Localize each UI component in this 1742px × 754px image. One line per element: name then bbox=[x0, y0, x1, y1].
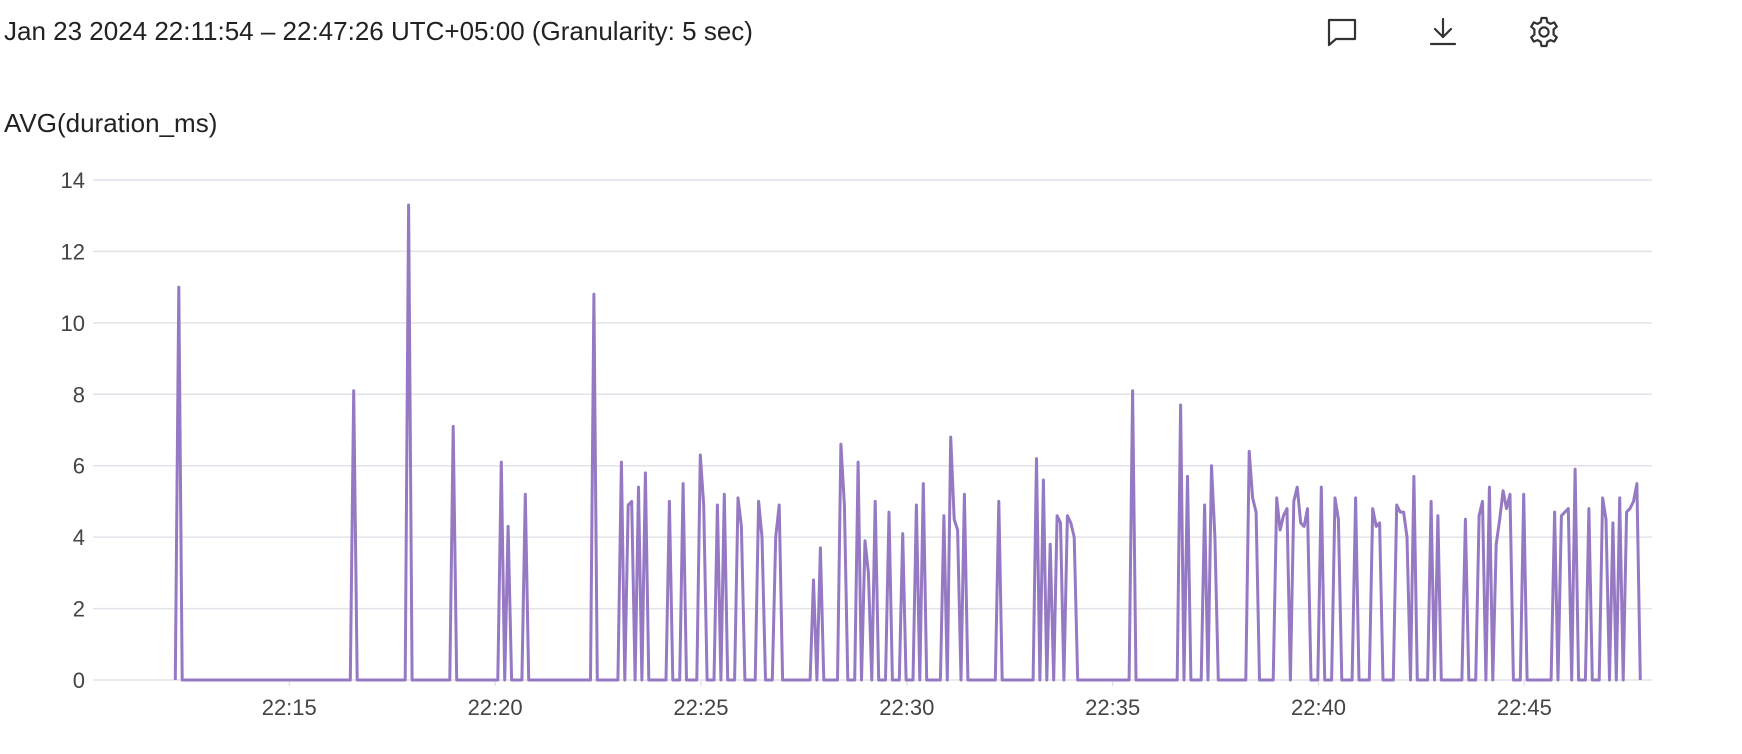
y-axis-ticks: 0 2 4 6 8 10 12 14 bbox=[61, 168, 85, 693]
x-tick-label: 22:45 bbox=[1497, 695, 1552, 720]
y-tick-label: 4 bbox=[73, 525, 85, 550]
series-line bbox=[173, 203, 1642, 682]
x-tick-label: 22:25 bbox=[673, 695, 728, 720]
download-icon bbox=[1427, 16, 1459, 48]
settings-button[interactable] bbox=[1522, 10, 1566, 54]
x-tick-label: 22:35 bbox=[1085, 695, 1140, 720]
x-tick-label: 22:40 bbox=[1291, 695, 1346, 720]
x-axis-ticks: 22:15 22:20 22:25 22:30 22:35 22:40 22:45 bbox=[262, 680, 1552, 720]
time-range-title: Jan 23 2024 22:11:54 – 22:47:26 UTC+05:0… bbox=[4, 16, 753, 46]
gear-icon bbox=[1527, 15, 1561, 49]
x-tick-label: 22:15 bbox=[262, 695, 317, 720]
x-tick-label: 22:20 bbox=[468, 695, 523, 720]
chart-title: AVG(duration_ms) bbox=[4, 108, 218, 138]
y-tick-label: 2 bbox=[73, 597, 85, 622]
y-tick-label: 14 bbox=[61, 168, 85, 193]
y-tick-label: 0 bbox=[73, 668, 85, 693]
chart-header: Jan 23 2024 22:11:54 – 22:47:26 UTC+05:0… bbox=[0, 0, 1742, 66]
comment-button[interactable] bbox=[1320, 10, 1364, 54]
y-tick-label: 10 bbox=[61, 311, 85, 336]
x-tick-label: 22:30 bbox=[879, 695, 934, 720]
y-tick-label: 6 bbox=[73, 454, 85, 479]
y-tick-label: 8 bbox=[73, 382, 85, 407]
download-button[interactable] bbox=[1421, 10, 1465, 54]
comment-icon bbox=[1326, 16, 1358, 48]
y-tick-label: 12 bbox=[61, 239, 85, 264]
